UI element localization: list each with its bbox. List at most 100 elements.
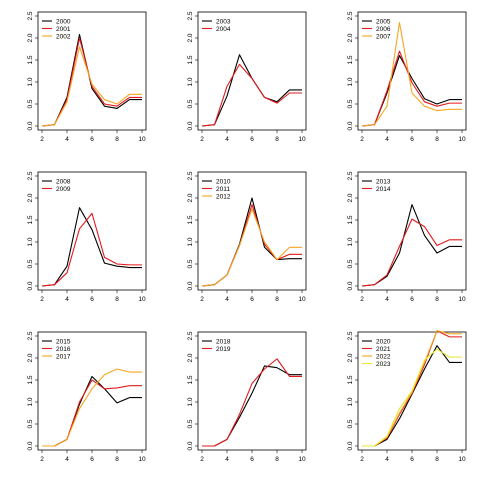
series-line-2007	[361, 22, 462, 127]
legend-label: 2004	[216, 26, 231, 33]
y-tick-label: 1.0	[187, 397, 194, 406]
x-tick-label: 2	[360, 296, 364, 303]
legend-label: 2007	[376, 33, 391, 40]
legend-label: 2020	[376, 338, 391, 345]
y-tick-label: 2.5	[347, 11, 354, 20]
x-tick-label: 6	[250, 296, 254, 303]
y-tick-label: 0.5	[347, 419, 354, 428]
x-tick-label: 10	[458, 296, 466, 303]
x-tick-label: 2	[200, 456, 204, 463]
y-tick-label: 0.5	[187, 259, 194, 268]
plot-frame	[37, 11, 147, 131]
legend-label: 2022	[376, 353, 391, 360]
x-tick-label: 6	[90, 456, 94, 463]
legend-label: 2018	[216, 338, 231, 345]
x-tick-label: 10	[298, 296, 306, 303]
y-tick-label: 0.0	[27, 281, 34, 290]
y-tick-label: 2.0	[187, 193, 194, 202]
legend-label: 2015	[56, 338, 71, 345]
y-tick-label: 0.0	[187, 281, 194, 290]
legend-label: 2010	[216, 178, 231, 185]
y-tick-label: 1.5	[187, 55, 194, 64]
y-tick-label: 1.0	[27, 237, 34, 246]
x-tick-label: 4	[65, 296, 69, 303]
legend-label: 2021	[376, 346, 391, 353]
y-tick-label: 0.5	[187, 419, 194, 428]
x-tick-label: 6	[250, 136, 254, 143]
x-tick-label: 8	[115, 456, 119, 463]
y-tick-label: 0.0	[347, 441, 354, 450]
legend-label: 2012	[216, 193, 231, 200]
x-tick-label: 6	[250, 456, 254, 463]
series-line-2014	[361, 218, 462, 287]
y-tick-label: 2.0	[27, 353, 34, 362]
x-tick-label: 4	[225, 296, 229, 303]
x-tick-label: 8	[435, 456, 439, 463]
y-tick-label: 2.5	[187, 11, 194, 20]
y-tick-label: 0.5	[27, 259, 34, 268]
y-tick-label: 1.5	[27, 215, 34, 224]
legend-label: 2002	[56, 33, 71, 40]
plot-frame	[197, 331, 307, 451]
legend-label: 2006	[376, 26, 391, 33]
y-tick-label: 2.0	[27, 193, 34, 202]
x-tick-label: 10	[138, 456, 146, 463]
series-line-2008	[41, 207, 142, 287]
plot-frame	[197, 11, 307, 131]
legend-label: 2000	[56, 18, 71, 25]
legend-label: 2008	[56, 178, 71, 185]
series-line-2002	[41, 46, 142, 127]
series-line-2023	[362, 348, 462, 447]
y-tick-label: 0.0	[27, 121, 34, 130]
y-tick-label: 0.5	[27, 419, 34, 428]
y-tick-label: 1.5	[347, 215, 354, 224]
y-tick-label: 0.0	[347, 121, 354, 130]
x-tick-label: 4	[225, 456, 229, 463]
y-tick-label: 2.5	[187, 331, 194, 340]
x-tick-label: 2	[40, 456, 44, 463]
series-line-2009	[41, 212, 142, 287]
x-tick-label: 2	[360, 456, 364, 463]
plot-frame	[357, 11, 467, 131]
y-tick-label: 2.0	[347, 353, 354, 362]
y-tick-label: 0.5	[27, 99, 34, 108]
series-line-2018	[202, 365, 302, 447]
y-tick-label: 1.5	[187, 375, 194, 384]
y-tick-label: 1.0	[27, 77, 34, 86]
y-tick-label: 0.0	[187, 441, 194, 450]
y-tick-label: 2.5	[187, 171, 194, 180]
y-tick-label: 1.5	[347, 375, 354, 384]
x-tick-label: 6	[410, 456, 414, 463]
x-tick-label: 10	[138, 136, 146, 143]
y-tick-label: 1.5	[27, 55, 34, 64]
x-tick-label: 4	[385, 456, 389, 463]
series-line-2015	[42, 375, 142, 447]
x-tick-label: 4	[225, 136, 229, 143]
x-tick-label: 2	[200, 136, 204, 143]
x-tick-label: 8	[275, 456, 279, 463]
y-tick-label: 2.5	[347, 171, 354, 180]
legend-label: 2013	[376, 178, 391, 185]
y-tick-label: 2.0	[27, 33, 34, 42]
series-line-2000	[41, 33, 142, 127]
legend-label: 2023	[376, 361, 391, 368]
x-tick-label: 10	[298, 136, 306, 143]
x-tick-label: 8	[275, 136, 279, 143]
x-tick-label: 8	[435, 296, 439, 303]
x-tick-label: 4	[65, 456, 69, 463]
x-tick-label: 10	[458, 136, 466, 143]
series-line-2006	[361, 50, 462, 127]
series-line-2010	[201, 197, 302, 287]
y-tick-label: 1.5	[347, 55, 354, 64]
x-tick-label: 2	[40, 296, 44, 303]
